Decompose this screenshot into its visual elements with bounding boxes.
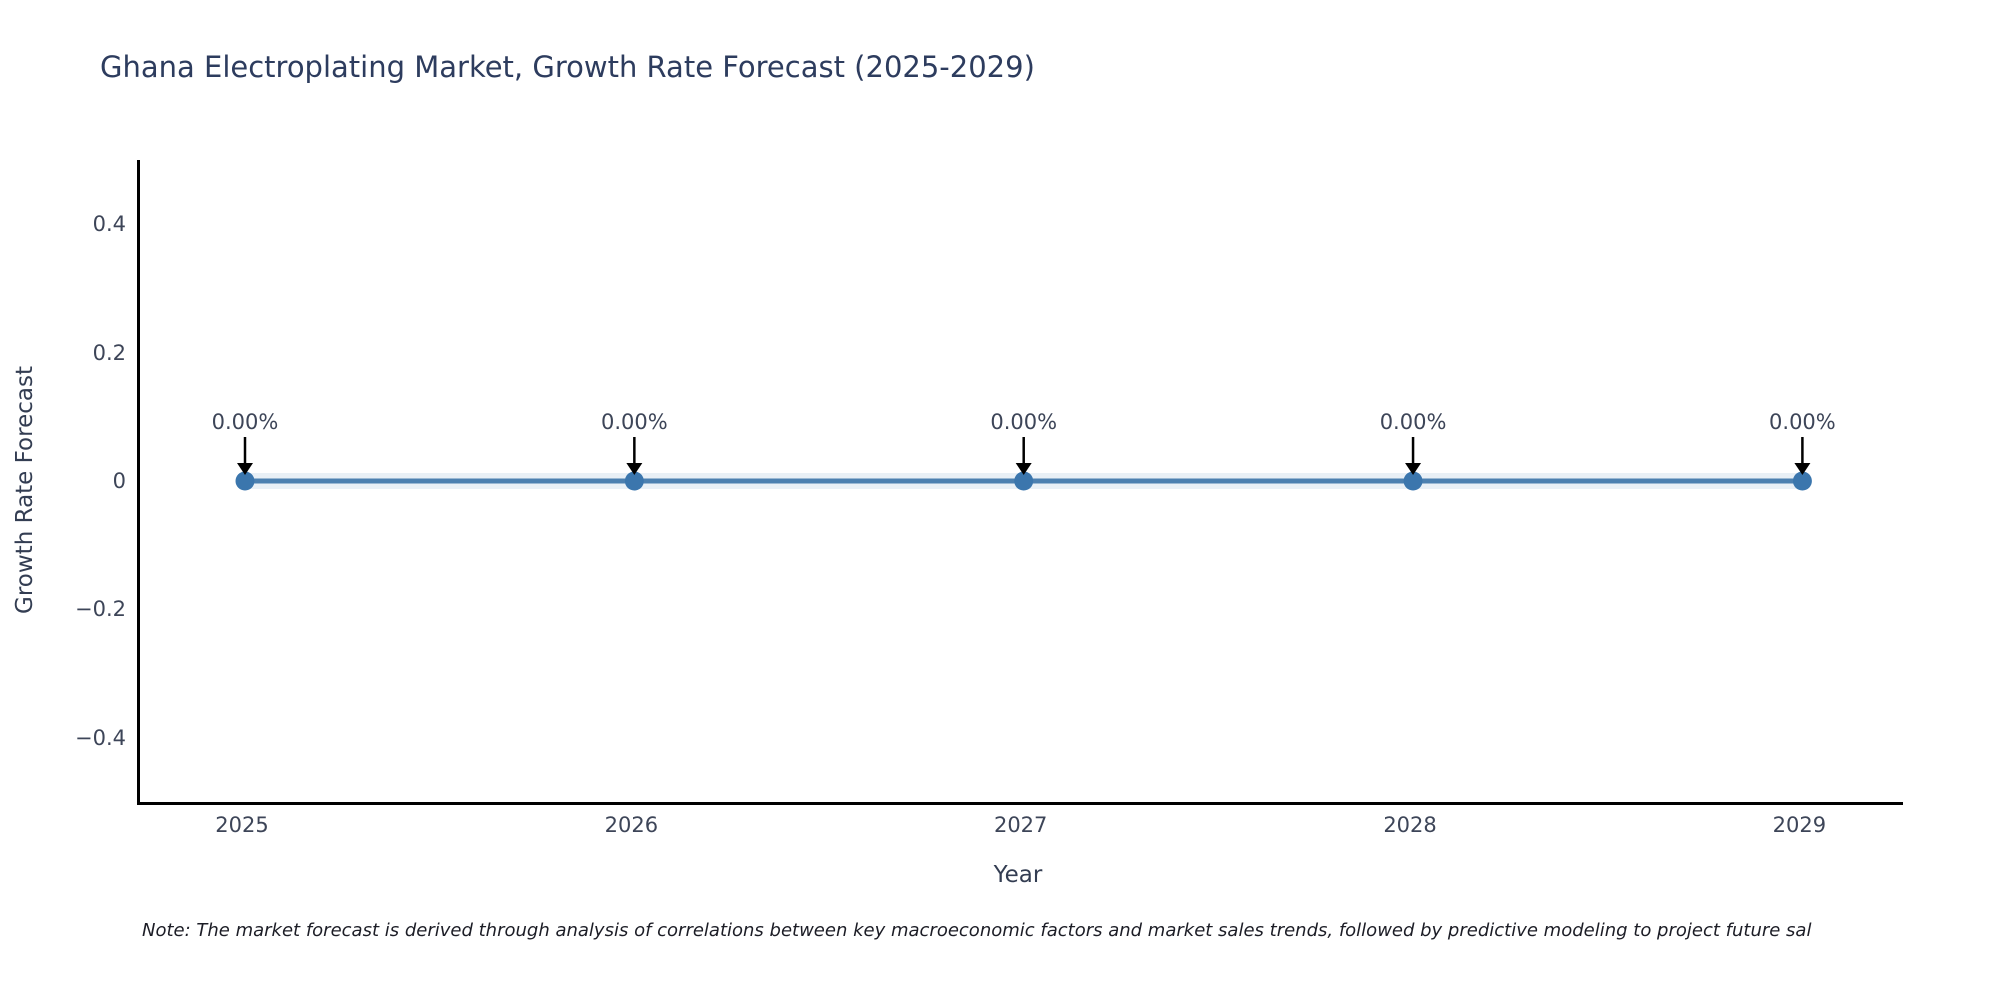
plot-area: 0.00% 0.00% 0.00% 0.00% 0.00% [137,160,1903,805]
y-tick-label: 0 [112,469,126,493]
annotation-arrow-head [1405,463,1422,475]
x-tick-label: 2029 [1772,813,1827,837]
data-point-label: 0.00% [1769,410,1836,434]
x-tick-label: 2028 [1383,813,1437,837]
data-point-marker [1792,471,1812,491]
annotation-arrow-head [237,463,253,475]
data-point-label: 0.00% [601,410,668,434]
x-tick-label: 2026 [604,813,659,837]
data-point-label: 0.00% [1380,410,1447,434]
chart-title: Ghana Electroplating Market, Growth Rate… [100,50,1035,84]
data-point-label: 0.00% [212,410,279,434]
data-point-label: 0.00% [990,410,1057,434]
x-tick-label: 2027 [993,813,1048,837]
x-tick-label: 2025 [215,813,269,837]
y-tick-label: −0.4 [75,725,126,750]
data-point-marker [624,471,644,491]
annotation-arrow-head [1015,463,1032,475]
data-point-marker [1014,471,1034,491]
y-tick-label: 0.2 [92,340,126,365]
y-tick-label: −0.2 [75,597,126,622]
data-point-marker [1403,471,1423,491]
footnote: Note: The market forecast is derived thr… [142,920,1812,941]
x-axis-label: Year [993,862,1043,888]
y-tick-label: 0.4 [92,212,126,237]
data-point-marker [235,471,255,491]
line-series-plot: 0.00% 0.00% 0.00% 0.00% 0.00% [212,410,1836,491]
annotation-arrow-head [1794,463,1811,475]
annotation-arrow-head [626,463,643,475]
